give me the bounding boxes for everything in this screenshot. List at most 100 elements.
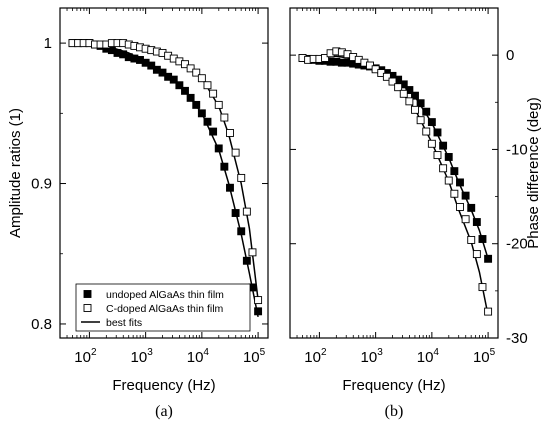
undoped-data-point (226, 183, 234, 192)
panel-caption: (a) (155, 403, 173, 420)
c-doped-data-point (220, 113, 229, 122)
c-doped-data-point (405, 97, 414, 106)
plot-frame (59, 7, 269, 339)
undoped-data-point (422, 107, 431, 116)
undoped-data-point (254, 307, 263, 316)
y-axis-label: Phase difference (deg) (525, 97, 542, 249)
legend-box (75, 283, 251, 332)
undoped-data-point (478, 235, 487, 243)
y-tick-label: 0.9 (31, 176, 52, 193)
y-tick-label: -20 (506, 236, 528, 253)
c-doped-data-point (321, 54, 329, 62)
c-doped-data-point (186, 64, 195, 73)
y-tick-label: 1 (44, 35, 52, 52)
c-doped-data-point (461, 215, 470, 224)
c-doped-data-point (439, 164, 448, 173)
c-doped-data-point (394, 83, 403, 92)
c-doped-data-point (444, 176, 453, 185)
legend-entry-label: best fits (106, 317, 142, 329)
plot-frame (289, 7, 499, 339)
c-doped-data-point (478, 283, 487, 292)
undoped-data-point (214, 144, 223, 153)
y-axis-label: Amplitude ratios (1) (7, 108, 24, 238)
panel-b-phase-chart: 102 103 104 105 0 -10 -20 -30 Frequency (Hz) Phas… (289, 7, 542, 420)
c-doped-data-point (472, 250, 481, 259)
y-tick-label: -10 (506, 141, 528, 158)
c-doped-data-point (427, 139, 436, 148)
x-tick-label: 102 (304, 347, 327, 366)
undoped-data-point (175, 81, 184, 90)
x-tick-label: 104 (417, 347, 440, 366)
c-doped-data-point (484, 307, 493, 316)
c-doped-data-point (197, 74, 206, 83)
c-doped-data-point (242, 207, 251, 216)
y-tick-label: 0 (506, 47, 514, 64)
undoped-data-point (192, 100, 201, 109)
c-doped-data-point (433, 151, 442, 160)
c-doped-data-point (214, 100, 223, 109)
c-doped-data-point (416, 116, 425, 125)
legend: undoped AlGaAs thin film C-doped AlGaAs t… (75, 283, 251, 332)
x-axis-label: Frequency (Hz) (342, 377, 445, 394)
undoped-data-point (237, 227, 246, 236)
c-doped-data-point (388, 77, 397, 86)
x-axis-label: Frequency (Hz) (112, 377, 215, 394)
undoped-data-point (484, 254, 493, 263)
best-fit-line (72, 42, 259, 301)
undoped-data-point (169, 75, 178, 84)
undoped-data-point (203, 117, 212, 126)
x-tick-label: 105 (243, 347, 266, 366)
undoped-data-point (197, 109, 206, 118)
undoped-data-point (461, 191, 470, 200)
undoped-data-point (472, 218, 481, 226)
c-doped-data-point (237, 173, 246, 182)
x-tick-label: 103 (361, 347, 384, 366)
c-doped-data-point (456, 202, 464, 211)
undoped-data-point (411, 91, 419, 100)
c-doped-data-point (226, 129, 234, 137)
undoped-data-point (231, 209, 240, 217)
c-doped-data-point (382, 72, 391, 81)
y-tick-label: -30 (506, 330, 528, 347)
undoped-data-point (467, 203, 476, 212)
c-doped-data-point (231, 148, 240, 157)
c-doped-data-point (209, 89, 218, 98)
legend-entry-label: undoped AlGaAs thin film (106, 289, 224, 301)
c-doped-data-point (203, 81, 212, 90)
undoped-data-point (158, 68, 167, 77)
legend-entry-label: C-doped AlGaAs thin film (106, 303, 224, 315)
y-tick-label: 0.8 (31, 316, 52, 333)
c-doped-data-point (399, 89, 408, 98)
c-doped-data-point (467, 235, 476, 244)
undoped-data-point (186, 93, 195, 102)
x-tick-label: 102 (74, 347, 97, 366)
c-doped-data-point (254, 296, 263, 305)
undoped-data-point (220, 162, 229, 171)
undoped-data-point (450, 167, 459, 176)
undoped-data-point (456, 178, 464, 187)
x-tick-label: 104 (187, 347, 210, 366)
c-doped-data-point (411, 105, 419, 114)
c-doped-data-point (248, 248, 257, 257)
undoped-data-point (427, 118, 436, 127)
undoped-data-point (181, 86, 189, 95)
best-fit-line (72, 42, 259, 318)
undoped-data-point (147, 61, 156, 70)
panel-a-amplitude-chart: 102 103 104 105 0.8 0.9 1 Frequency (Hz) Amplitu… (7, 7, 269, 420)
undoped-data-point (416, 99, 425, 108)
c-doped-data-point (422, 127, 431, 136)
panel-caption: (b) (385, 403, 404, 420)
undoped-data-point (444, 153, 453, 161)
undoped-data-point (242, 256, 251, 265)
c-doped-data-point (450, 189, 459, 198)
undoped-data-point (433, 128, 442, 137)
c-doped-data-point (192, 68, 201, 77)
x-tick-label: 103 (131, 347, 154, 366)
undoped-data-point (439, 141, 448, 150)
undoped-data-point (209, 127, 218, 136)
legend-marker-filled-square (83, 290, 92, 298)
x-tick-label: 105 (473, 347, 496, 366)
c-doped-data-point (181, 60, 189, 69)
legend-marker-open-square (83, 304, 92, 312)
